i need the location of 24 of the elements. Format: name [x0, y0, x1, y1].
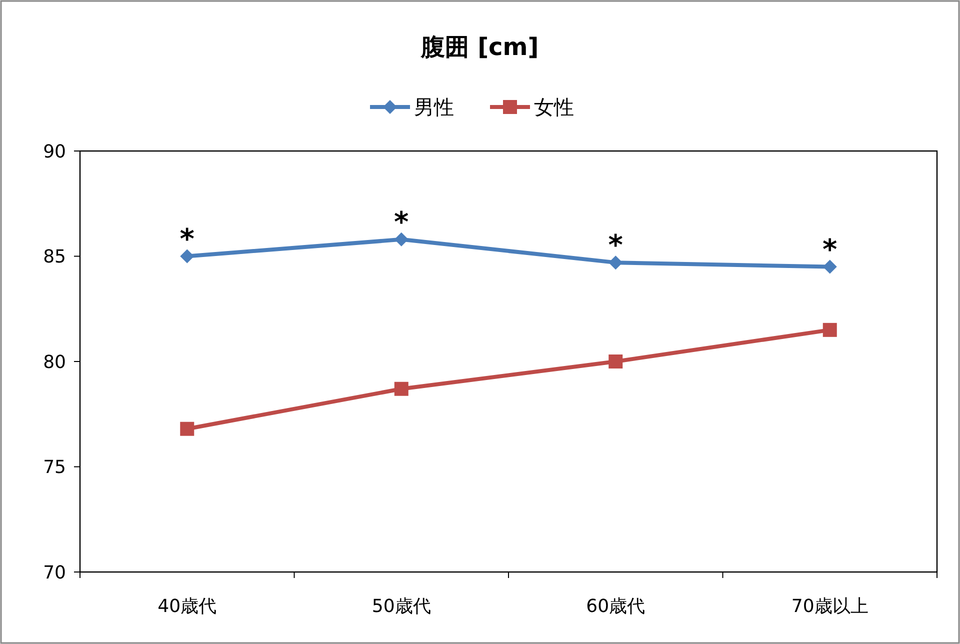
x-tick-label: 40歳代: [158, 596, 217, 617]
x-tick-label: 50歳代: [372, 596, 431, 617]
point: [822, 260, 837, 274]
point: [180, 249, 194, 264]
annotation: *: [394, 205, 410, 238]
y-tick-label: 75: [43, 457, 66, 478]
x-tick-label: 70歳以上: [791, 596, 868, 617]
legend-label: 男性: [414, 95, 454, 119]
point: [394, 382, 408, 396]
y-tick-label: 85: [43, 246, 66, 268]
point: [180, 422, 194, 436]
y-tick-label: 80: [43, 352, 66, 373]
point: [608, 354, 623, 368]
legend-label: 女性: [534, 95, 574, 119]
annotation: *: [608, 228, 624, 262]
point: [822, 322, 837, 337]
chart-title: 腹囲 [cm]: [420, 33, 539, 61]
annotation: *: [822, 232, 838, 266]
point: [394, 232, 408, 246]
y-tick-label: 70: [43, 562, 66, 584]
annotation: *: [180, 222, 195, 256]
x-tick-label: 60歳代: [586, 596, 646, 617]
point: [608, 256, 623, 270]
y-tick-label: 90: [43, 141, 66, 162]
